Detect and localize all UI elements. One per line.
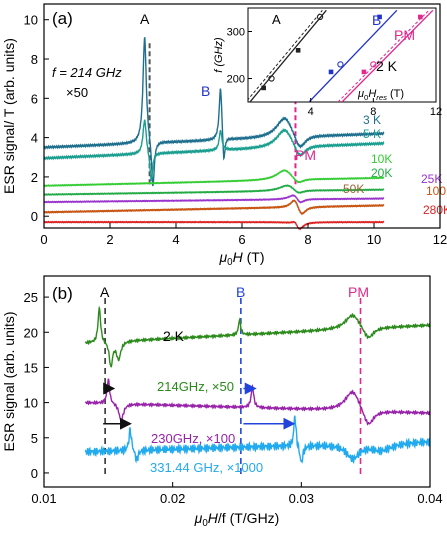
inset-fit-2 — [341, 9, 434, 102]
frequency-text: f = 214 GHz — [52, 65, 122, 80]
y-tick-label-b: 15 — [24, 360, 38, 375]
y-tick-label-a: 4 — [31, 131, 38, 146]
inset-x-tick-label: 4 — [308, 106, 314, 118]
inset-point-1-0 — [328, 69, 334, 75]
series-a-label-2: 10K — [371, 152, 392, 166]
x-tick-label-a: 10 — [367, 232, 381, 247]
series-b-label-2: 331.44 GHz, ×1000 — [150, 460, 263, 475]
inset-x-tick-label: 8 — [370, 106, 376, 118]
x-tick-label-b: 0.02 — [160, 491, 185, 506]
series-b-line-1 — [84, 378, 431, 426]
inset-x-tick-label: 12 — [430, 106, 442, 118]
inset-y-tick-label: 200 — [227, 74, 245, 86]
inset-label-b: B — [372, 12, 381, 28]
series-a-line-1 — [43, 119, 385, 181]
series-a-label-1: 5 K — [363, 127, 381, 141]
annotation-b-b: B — [236, 284, 245, 300]
series-b-label-0: 214GHz, ×50 — [157, 379, 234, 394]
inset-fit-0 — [249, 9, 327, 102]
x-tick-label-a: 0 — [40, 232, 47, 247]
x-tick-label-a: 8 — [304, 232, 311, 247]
y-tick-label-a: 6 — [31, 91, 38, 106]
inset-point-1-2 — [377, 14, 382, 20]
y-axis-label-b: ESR signal (arb. units) — [1, 311, 17, 451]
inset-x-axis-label: μ0Hres (T) — [357, 88, 404, 102]
x-tick-label-a: 4 — [172, 232, 179, 247]
annotation-b: B — [201, 83, 210, 99]
inset-point-1-1 — [337, 61, 344, 68]
inset-fit-dash-0 — [248, 10, 323, 101]
panel-a-tag: (a) — [52, 9, 73, 28]
inset-point-2-1 — [370, 61, 377, 68]
series-a-label-5: 50K — [343, 182, 364, 196]
series-a-line-2 — [43, 169, 385, 188]
y-tick-label-b: 5 — [31, 431, 38, 446]
series-a-line-6 — [43, 199, 385, 216]
inset-label-pm: PM — [394, 27, 415, 43]
x-tick-label-b: 0.04 — [417, 491, 442, 506]
series-a-label-6: 100K — [426, 184, 447, 198]
y-axis-label-a: ESR signal/ T (arb. units) — [1, 38, 17, 194]
series-b-label-1: 230GHz, ×100 — [151, 431, 235, 446]
series-a-label-0: 3 K — [363, 113, 381, 127]
series-a-line-0 — [43, 37, 385, 187]
x-tick-label-b: 0.01 — [31, 491, 56, 506]
panel-b-tag: (b) — [52, 284, 73, 303]
y-tick-label-b: 25 — [24, 290, 38, 305]
series-a-label-7: 280K — [423, 203, 447, 217]
inset-point-2-2 — [418, 14, 423, 20]
series-a-line-7 — [43, 220, 385, 231]
panel-b: 0.01 0.02 0.03 0.04 0 5 10 15 20 25 μ0H/f (T/GHz) E… — [1, 275, 443, 529]
inset-temperature: 2 K — [376, 58, 398, 74]
inset-y-axis-label: f (GHz) — [213, 37, 225, 73]
x-tick-label-b: 0.03 — [289, 491, 314, 506]
inset-label-a: A — [272, 12, 281, 27]
inset-y-tick-label: 300 — [227, 27, 245, 39]
y-tick-label-b: 0 — [31, 466, 38, 481]
x-tick-label-a: 2 — [106, 232, 113, 247]
x-axis-label-a: μ0H (T) — [218, 249, 264, 268]
series-a-label-3: 20K — [371, 166, 392, 180]
y-tick-label-a: 8 — [31, 52, 38, 67]
annotation-b-a: A — [100, 284, 110, 300]
y-tick-label-b: 20 — [24, 325, 38, 340]
annotation-b-pm: PM — [348, 284, 369, 300]
inset-point-0-3 — [316, 13, 324, 21]
series-a-label-4: 25K — [421, 172, 442, 186]
scale-text: ×50 — [66, 85, 88, 100]
annotation-a: A — [140, 11, 150, 27]
x-axis-label-b: μ0H/f (T/GHz) — [194, 510, 280, 529]
series-b-line-2 — [84, 415, 431, 464]
panel-b-frame — [43, 275, 431, 488]
series-a-line-4 — [43, 194, 385, 204]
inset: 4 8 12 200 300 A B PM 2 K μ0Hres (T) f (GHz) — [213, 7, 442, 118]
inset-fit-1 — [308, 9, 398, 102]
panel-b-temperature: 2 K — [163, 328, 185, 344]
y-tick-label-a: 2 — [31, 170, 38, 185]
y-tick-label-a: 0 — [31, 209, 38, 224]
inset-fit-dash-2 — [337, 9, 430, 102]
inset-point-0-1 — [268, 75, 275, 82]
inset-point-0-0 — [261, 85, 266, 91]
annotation-pm: PM — [295, 147, 316, 163]
series-a-line-3 — [43, 184, 385, 196]
y-tick-label-a: 10 — [24, 13, 38, 28]
x-tick-label-a: 12 — [433, 232, 447, 247]
y-tick-label-b: 10 — [24, 396, 38, 411]
series-b-line-0 — [84, 305, 431, 368]
inset-point-2-0 — [361, 69, 367, 75]
inset-point-0-2 — [295, 48, 301, 53]
inset-frame — [247, 7, 437, 103]
x-tick-label-a: 6 — [238, 232, 245, 247]
